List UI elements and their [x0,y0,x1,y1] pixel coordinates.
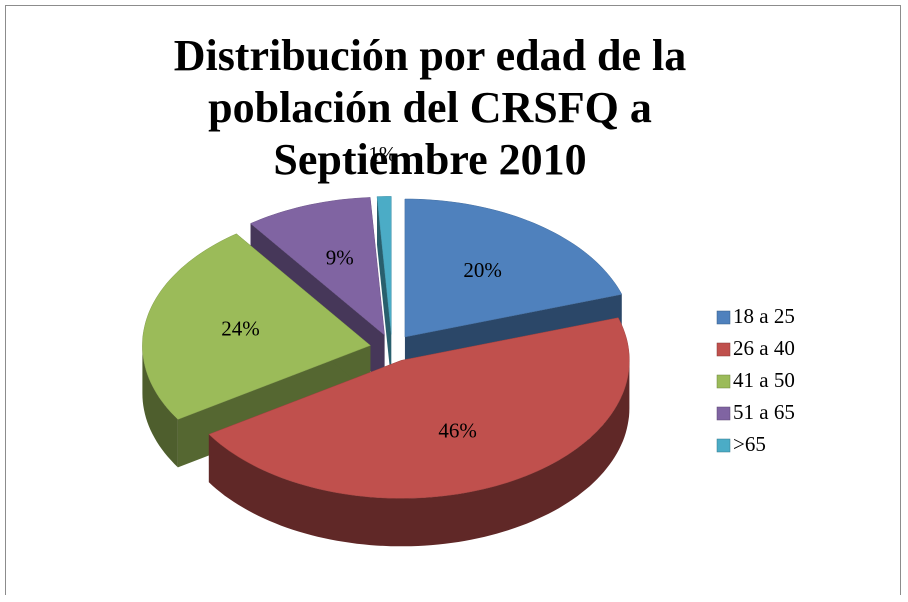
chart-frame [5,5,901,595]
slice-top [404,198,623,338]
slice-top [376,196,392,335]
slice-top [208,317,630,499]
pie-slice [376,196,392,383]
legend-label: 18 a 25 [733,304,795,328]
slice-top [142,233,371,420]
slice-wall [208,360,630,547]
legend-swatch [716,438,731,453]
legend-label: >65 [733,432,766,456]
chart-title: Distribución por edad de la población de… [173,31,687,184]
legend-label: 51 a 65 [733,400,795,424]
legend-swatch [716,374,731,389]
data-label: 24% [221,316,260,340]
data-label: 46% [438,419,477,443]
slice-top [250,197,385,336]
slice-side [376,196,392,383]
legend-label: 26 a 40 [733,336,795,360]
legend-swatch [716,342,731,357]
data-label: 1% [368,142,396,166]
legend-label: 41 a 50 [733,368,795,392]
data-label: 9% [326,246,354,270]
slice-wall [142,345,178,468]
legend-swatch [716,406,731,421]
data-label: 20% [463,258,502,282]
pie-slice [208,317,630,547]
legend-swatch [716,310,731,325]
